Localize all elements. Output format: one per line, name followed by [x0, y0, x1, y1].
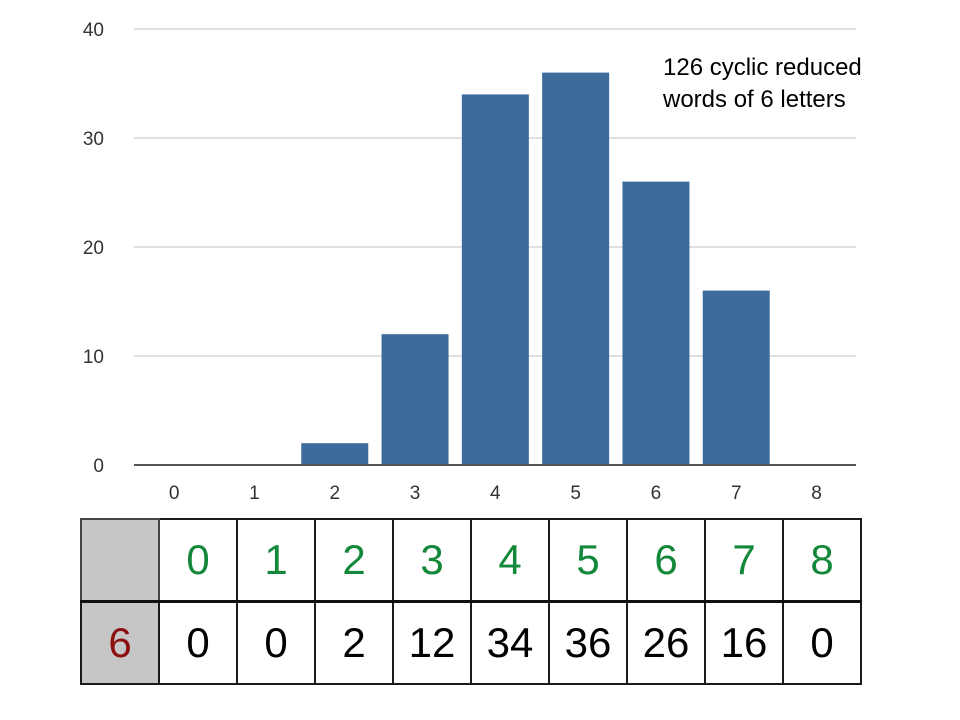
table-header-6: 6 — [626, 518, 706, 603]
y-tick-label: 0 — [93, 456, 104, 477]
table-corner-cell — [80, 518, 160, 603]
x-tick-label: 4 — [490, 483, 501, 504]
table-cell-2: 2 — [314, 600, 394, 685]
table-cell-8: 0 — [782, 600, 862, 685]
table-cell-6: 26 — [626, 600, 706, 685]
x-tick-label: 2 — [329, 483, 340, 504]
table-header-2: 2 — [314, 518, 394, 603]
x-tick-label: 5 — [570, 483, 581, 504]
bar-6 — [622, 181, 690, 465]
bars — [301, 72, 770, 466]
table-header-row: 0 1 2 3 4 5 6 7 8 — [80, 518, 862, 603]
y-tick-label: 40 — [83, 20, 104, 41]
chart-annotation: 126 cyclic reduced words of 6 letters — [663, 52, 953, 116]
table-header-5: 5 — [548, 518, 628, 603]
bar-2 — [301, 443, 369, 465]
bar-7 — [702, 290, 770, 465]
x-tick-label: 0 — [169, 483, 180, 504]
y-tick-label: 30 — [83, 129, 104, 150]
table-cell-4: 34 — [470, 600, 550, 685]
x-tick-label: 7 — [731, 483, 742, 504]
table-cell-7: 16 — [704, 600, 784, 685]
x-tick-label: 8 — [811, 483, 822, 504]
table-header-8: 8 — [782, 518, 862, 603]
annotation-line-2: words of 6 letters — [663, 86, 846, 113]
x-tick-labels: 0 1 2 3 4 5 6 7 8 — [169, 483, 822, 504]
bar-chart: 0 10 20 30 40 0 1 2 3 4 5 6 7 8 — [83, 20, 856, 504]
table-header-7: 7 — [704, 518, 784, 603]
annotation-line-1: 126 cyclic reduced — [663, 54, 862, 81]
table-header-4: 4 — [470, 518, 550, 603]
y-tick-label: 10 — [83, 347, 104, 368]
table-cell-1: 0 — [236, 600, 316, 685]
x-tick-label: 3 — [410, 483, 421, 504]
table-header-3: 3 — [392, 518, 472, 603]
table-cell-5: 36 — [548, 600, 628, 685]
bar-3 — [381, 334, 449, 465]
distribution-table: 0 1 2 3 4 5 6 7 8 6 0 0 2 12 34 36 26 16… — [80, 518, 862, 685]
y-tick-label: 20 — [83, 238, 104, 259]
bar-5 — [542, 72, 610, 465]
table-header-1: 1 — [236, 518, 316, 603]
table-row-label: 6 — [80, 600, 160, 685]
x-tick-label: 1 — [249, 483, 260, 504]
x-tick-label: 6 — [651, 483, 662, 504]
table-header-0: 0 — [158, 518, 238, 603]
table-data-row: 6 0 0 2 12 34 36 26 16 0 — [80, 600, 862, 685]
y-tick-labels: 0 10 20 30 40 — [83, 20, 104, 477]
table-cell-3: 12 — [392, 600, 472, 685]
bar-4 — [461, 94, 529, 466]
table-cell-0: 0 — [158, 600, 238, 685]
